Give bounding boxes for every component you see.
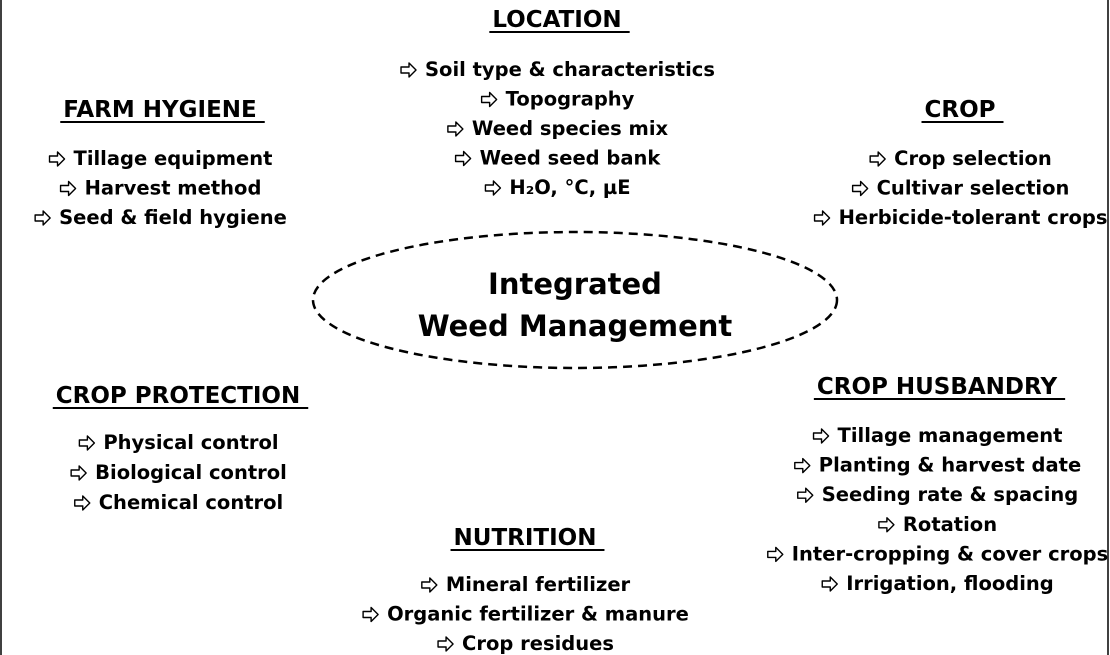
arrow-icon [447, 121, 464, 137]
group-item: Topography [506, 88, 635, 111]
arrow-icon [484, 180, 502, 196]
group-item: Cultivar selection [877, 177, 1070, 200]
group-item: Tillage equipment [74, 147, 273, 170]
arrow-icon [797, 487, 814, 503]
arrow-icon [767, 546, 784, 563]
group-item: Inter-cropping & cover crops [792, 542, 1108, 565]
group-item: Crop selection [894, 147, 1052, 170]
center-label: Weed Management [418, 309, 733, 343]
group-item: Tillage management [838, 424, 1063, 447]
arrow-icon [437, 636, 454, 652]
group-title: CROP PROTECTION [56, 383, 300, 409]
group-item: Physical control [103, 431, 278, 454]
group-item: Organic fertilizer & manure [387, 603, 689, 626]
group-title: CROP HUSBANDRY [817, 374, 1058, 400]
arrow-icon [480, 91, 498, 108]
arrow-icon [48, 151, 66, 167]
arrow-icon [454, 150, 472, 167]
arrow-icon [78, 435, 96, 451]
arrow-icon [869, 151, 886, 167]
arrow-icon [794, 457, 811, 474]
arrow-icon [821, 576, 838, 592]
group-item: Mineral fertilizer [446, 573, 631, 596]
group-item: Seed & field hygiene [59, 206, 287, 229]
group-item: Rotation [903, 513, 997, 536]
group-item: Soil type & characteristics [425, 58, 715, 81]
arrow-icon [812, 428, 830, 444]
arrow-icon [851, 180, 869, 197]
center-ellipse [311, 230, 839, 370]
group-item: Irrigation, flooding [846, 572, 1054, 595]
center-label: Integrated [488, 267, 662, 301]
group-item: Seeding rate & spacing [822, 483, 1078, 506]
arrow-icon [70, 465, 87, 481]
arrow-icon [813, 210, 831, 226]
arrow-icon [421, 577, 438, 593]
group-item: Crop residues [462, 632, 614, 655]
arrow-icon [74, 495, 91, 511]
group-item: Harvest method [85, 177, 262, 200]
group-item: Chemical control [99, 491, 283, 514]
group-title: LOCATION [492, 7, 621, 33]
group-item: Planting & harvest date [819, 454, 1081, 477]
arrow-icon [400, 62, 417, 78]
group-item: Biological control [95, 461, 287, 484]
arrow-icon [59, 180, 77, 197]
arrow-icon [362, 606, 379, 623]
group-item: Weed species mix [472, 117, 669, 140]
group-item: Weed seed bank [480, 147, 662, 170]
group-title: CROP [925, 97, 996, 123]
arrow-icon [34, 210, 51, 226]
group-item: Herbicide-tolerant crops [839, 206, 1108, 229]
arrow-icon [878, 517, 895, 533]
group-item: H₂O, °C, µE [509, 176, 630, 199]
group-title: NUTRITION [454, 525, 597, 551]
group-title: FARM HYGIENE [63, 97, 257, 123]
